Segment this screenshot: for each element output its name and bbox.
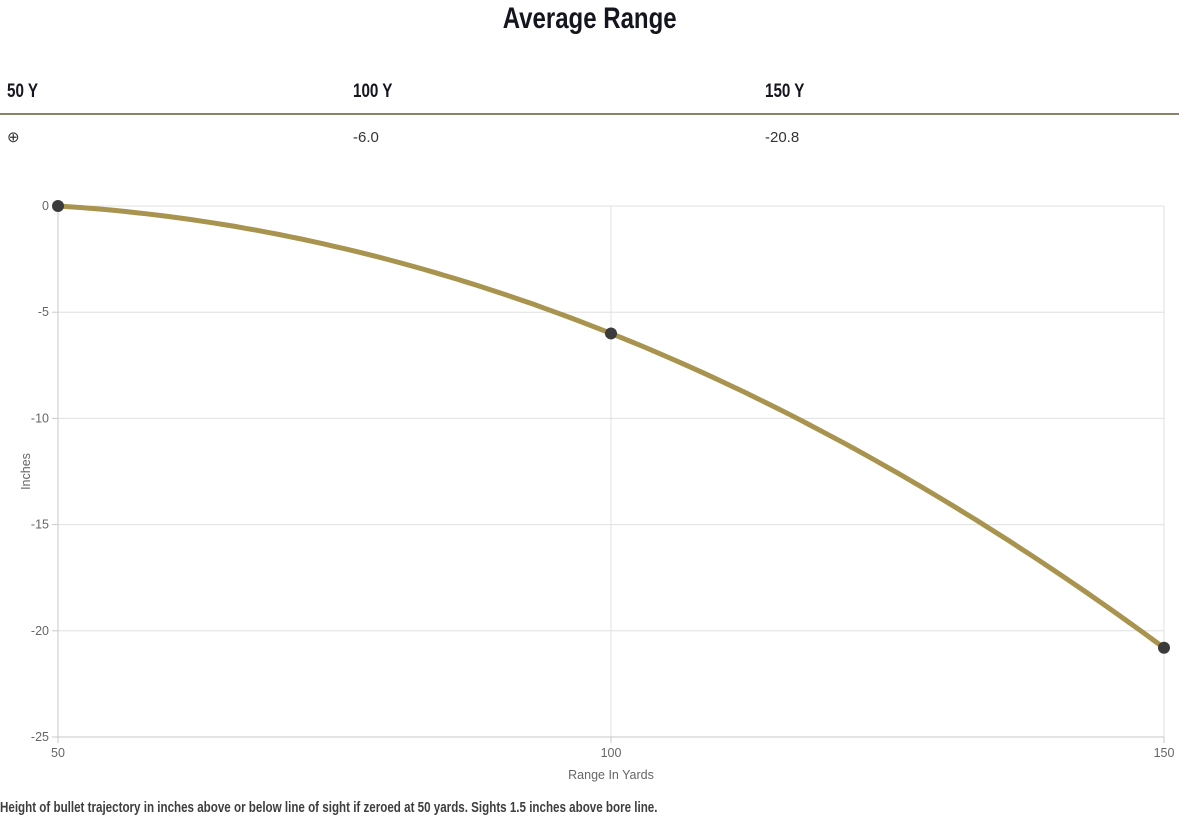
y-tick-label: -20 (31, 624, 49, 638)
y-tick-label: -10 (31, 411, 49, 425)
y-tick-label: -25 (31, 730, 49, 744)
zero-target-icon: ⊕ (7, 129, 20, 146)
x-axis-title: Range In Yards (568, 768, 654, 782)
data-point-marker[interactable] (605, 327, 617, 340)
range-table-header-50y: 50 Y (7, 81, 38, 102)
chart-container: 0 -5 -10 -15 -20 -25 50 100 150 Range In Yards Inc… (0, 175, 1179, 790)
x-tick-label: 100 (601, 746, 622, 760)
y-axis-title: Inches (19, 453, 33, 490)
x-tick-label: 50 (51, 746, 65, 760)
footer-note: Height of bullet trajectory in inches ab… (0, 800, 658, 816)
x-tick-label: 150 (1154, 746, 1175, 760)
y-tick-label: -15 (31, 518, 49, 532)
y-tick-label: -5 (38, 305, 49, 319)
range-table-header-150y: 150 Y (765, 81, 805, 102)
drop-value-100y: -6.0 (353, 129, 379, 146)
range-table-values: ⊕ -6.0 -20.8 (0, 115, 1179, 147)
y-tick-label: 0 (42, 199, 49, 213)
drop-value-150y: -20.8 (765, 129, 800, 146)
data-point-marker[interactable] (1158, 641, 1170, 654)
data-point-marker[interactable] (52, 200, 64, 212)
page-title-text: Average Range (502, 2, 677, 35)
range-table-header: 50 Y 100 Y 150 Y (0, 82, 1179, 115)
range-table-header-100y: 100 Y (353, 81, 393, 102)
page-title: Average Range (0, 0, 1179, 35)
range-summary-table: 50 Y 100 Y 150 Y ⊕ -6.0 -20.8 (0, 82, 1179, 147)
